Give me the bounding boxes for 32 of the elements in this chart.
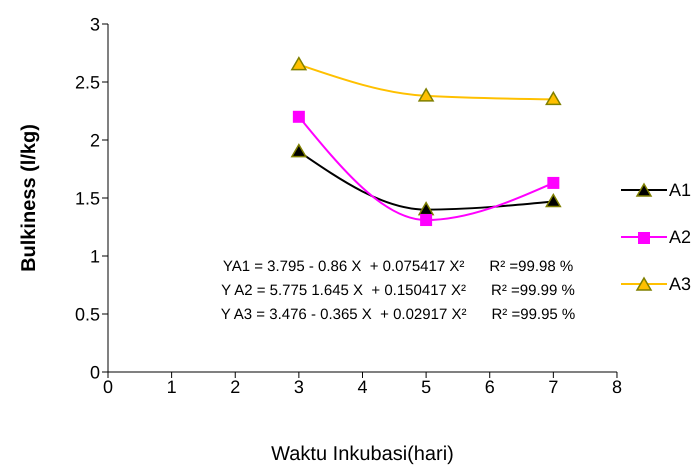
y-tick-label: 1 [90, 246, 100, 266]
point [420, 214, 432, 226]
point [547, 176, 560, 189]
y-tick-label: 3 [90, 14, 100, 34]
y-tick-label: 2 [90, 130, 100, 150]
point [292, 110, 305, 123]
legend-label: A3 [668, 274, 691, 294]
x-tick-label: 1 [166, 376, 177, 397]
y-tick-label: 2.5 [74, 72, 100, 92]
x-tick-label: 4 [357, 376, 368, 397]
legend-label: A1 [668, 180, 691, 200]
point [546, 92, 562, 106]
y-tick-label: 0.5 [74, 304, 100, 324]
annotation: Y A3 = 3.476 - 0.365 X + 0.02917 X² R² =99.95 % [220, 306, 576, 323]
y-axis-title: Bulkiness (l/kg) [18, 124, 40, 272]
point [291, 56, 307, 70]
y-tick-label: 1.5 [74, 188, 100, 208]
point [291, 144, 307, 158]
y-tick-label: 0 [90, 362, 100, 382]
point [546, 194, 562, 208]
x-tick-label: 3 [294, 376, 304, 397]
x-tick-label: 5 [421, 376, 432, 397]
x-tick-label: 6 [484, 376, 495, 397]
annotation: Y A2 = 5.775 1.645 X + 0.150417 X² R² =99.99 % [220, 282, 576, 299]
point [418, 88, 434, 102]
x-tick-label: 7 [548, 376, 558, 397]
x-tick-label: 8 [612, 376, 622, 397]
legend-label: A2 [668, 226, 691, 248]
x-tick-label: 0 [102, 376, 114, 397]
x-axis-title: Waktu Inkubasi(hari) [271, 443, 454, 465]
annotation: YA1 = 3.795 - 0.86 X + 0.075417 X² R² =99.98 % [222, 258, 574, 275]
x-tick-label: 2 [230, 376, 240, 397]
